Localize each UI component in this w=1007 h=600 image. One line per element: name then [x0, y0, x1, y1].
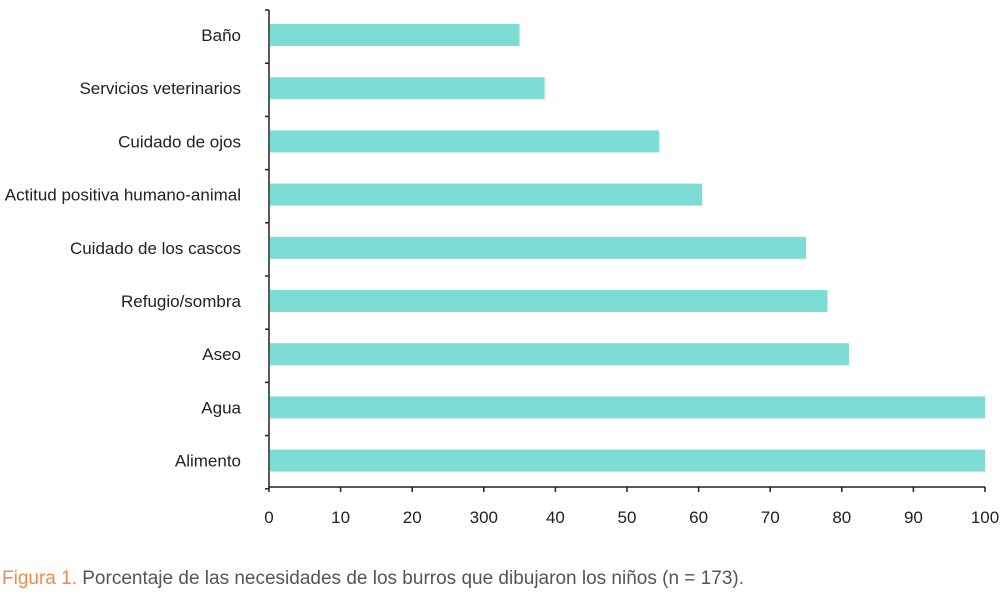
- category-label: Cuidado de los cascos: [70, 239, 241, 258]
- bar: [270, 183, 703, 206]
- bar: [270, 343, 849, 366]
- x-tick-label: 90: [904, 508, 923, 527]
- x-tick-label: 20: [403, 508, 422, 527]
- figure-caption-label: Figura 1.: [2, 568, 77, 589]
- bar: [270, 449, 985, 472]
- category-label: Cuidado de ojos: [118, 132, 241, 151]
- bar-chart: Baño Servicios veterinarios Cuidado de ojo…: [5, 9, 999, 527]
- category-label: Agua: [201, 398, 241, 417]
- category-label: Actitud positiva humano-animal: [5, 186, 241, 205]
- bar: [270, 290, 828, 312]
- figure-caption-text: Porcentaje de las necesidades de los bur…: [76, 568, 744, 589]
- bar: [270, 236, 806, 259]
- x-tick-label: 10: [331, 508, 350, 527]
- category-label: Aseo: [202, 345, 241, 364]
- bar: [270, 24, 520, 46]
- category-label: Baño: [201, 26, 241, 45]
- category-label: Servicios veterinarios: [79, 79, 241, 98]
- x-tick-label: 0: [264, 508, 273, 527]
- x-tick-label: 40: [546, 508, 565, 527]
- figure-caption: Figura 1. Porcentaje de las necesidades …: [2, 568, 744, 590]
- x-tick-label: 60: [689, 508, 708, 527]
- bar: [270, 396, 985, 419]
- bar: [270, 77, 545, 100]
- x-tick-label: 70: [761, 508, 780, 527]
- x-tick-label: 300: [470, 508, 498, 527]
- category-label: Alimento: [175, 452, 241, 471]
- category-label: Refugio/sombra: [121, 292, 242, 311]
- x-tick-label: 50: [618, 508, 637, 527]
- x-tick-label: 80: [832, 508, 851, 527]
- bar: [270, 130, 660, 153]
- x-tick-label: 100: [971, 508, 999, 527]
